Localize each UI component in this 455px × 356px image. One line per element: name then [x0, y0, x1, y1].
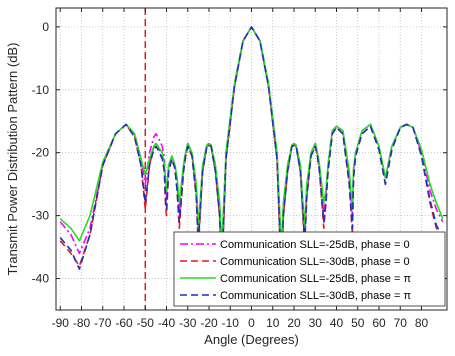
- grid-lines: [56, 8, 447, 310]
- x-tick-label: 0: [248, 316, 255, 330]
- legend-label: Communication SLL=-25dB, phase = π: [220, 273, 411, 285]
- legend-box: [173, 231, 446, 307]
- x-tick-label: 80: [415, 316, 429, 330]
- legend-label: Communication SLL=-30dB, phase = π: [220, 290, 411, 302]
- x-tick-label: -40: [158, 316, 176, 330]
- x-tick-label: -50: [137, 316, 155, 330]
- x-tick-label: -30: [179, 316, 197, 330]
- x-tick-label: -60: [115, 316, 133, 330]
- legend: Communication SLL=-25dB, phase = 0 Commun…: [173, 231, 446, 307]
- series-line-4: [59, 26, 444, 274]
- x-tick-label: -70: [94, 316, 112, 330]
- x-tick-label: -90: [52, 316, 70, 330]
- y-axis-label: Transmit Power Distribution Pattern (dB): [5, 43, 20, 276]
- x-axis-label: Angle (Degrees): [204, 332, 299, 347]
- x-tick-label: 30: [309, 316, 323, 330]
- x-tick-label: 60: [372, 316, 386, 330]
- x-tick-label: -10: [222, 316, 240, 330]
- x-axis-ticks: -90 -80 -70 -60 -50 -40 -30 -20 -10 0 10 20 30 40 50 60…: [52, 8, 429, 330]
- y-tick-label: -40: [32, 272, 50, 286]
- series-layer: [59, 26, 444, 280]
- y-tick-label: -30: [32, 209, 50, 223]
- x-tick-label: 40: [330, 316, 344, 330]
- x-tick-label: 10: [266, 316, 280, 330]
- y-tick-label: -10: [32, 83, 50, 97]
- legend-label: Communication SLL=-30dB, phase = 0: [220, 256, 410, 268]
- y-axis-ticks: 0 -10 -20 -30 -40: [32, 20, 447, 286]
- x-tick-label: -80: [73, 316, 91, 330]
- x-tick-label: -20: [200, 316, 218, 330]
- legend-label: Communication SLL=-25dB, phase = 0: [220, 239, 410, 251]
- y-tick-label: -20: [32, 146, 50, 160]
- x-tick-label: 20: [287, 316, 301, 330]
- y-tick-label: 0: [42, 20, 49, 34]
- x-tick-label: 70: [394, 316, 408, 330]
- x-tick-label: 50: [351, 316, 365, 330]
